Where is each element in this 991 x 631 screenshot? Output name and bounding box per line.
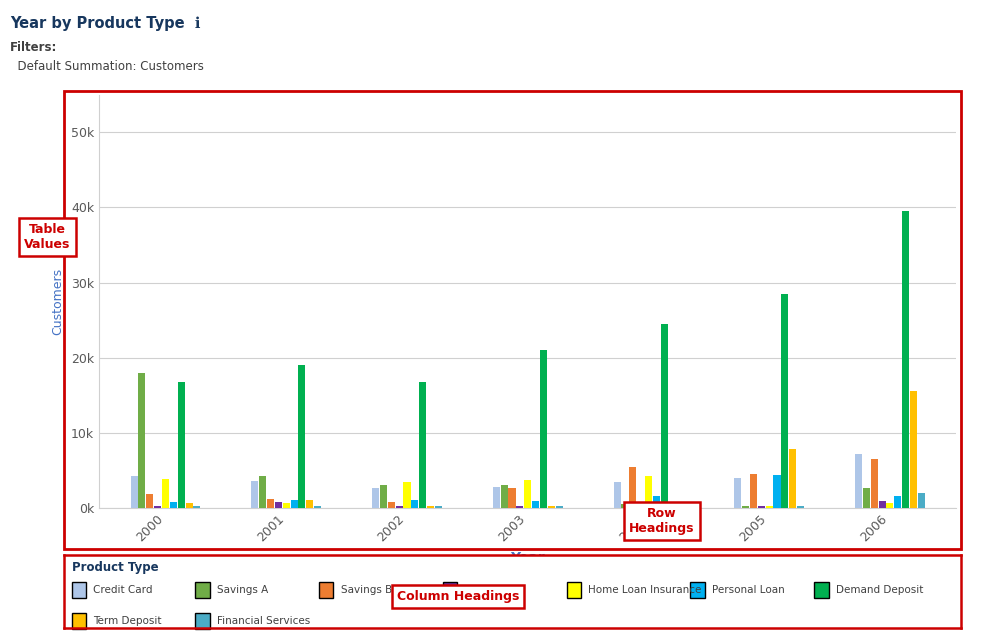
Text: Default Summation: Customers: Default Summation: Customers <box>10 60 204 73</box>
Bar <box>902 211 909 508</box>
Text: Term Deposit: Term Deposit <box>93 616 162 625</box>
Bar <box>789 449 796 508</box>
Bar <box>676 507 684 508</box>
Bar <box>419 382 426 508</box>
Bar <box>797 507 804 508</box>
Text: Column Headings: Column Headings <box>396 590 519 603</box>
Bar <box>306 500 313 508</box>
Bar <box>155 507 162 508</box>
Bar <box>131 476 138 508</box>
Bar <box>918 493 925 508</box>
FancyBboxPatch shape <box>195 613 210 628</box>
Bar <box>653 496 660 508</box>
Text: Savings A: Savings A <box>217 585 269 595</box>
Bar <box>147 495 154 508</box>
Bar <box>871 459 878 508</box>
Bar <box>863 488 870 508</box>
Bar <box>781 294 789 508</box>
Bar <box>298 365 305 508</box>
Bar <box>910 391 917 508</box>
Bar <box>395 507 402 508</box>
Bar <box>282 504 289 508</box>
Bar <box>177 382 184 508</box>
Bar <box>516 507 523 508</box>
FancyBboxPatch shape <box>71 582 86 598</box>
Text: Personal Loan: Personal Loan <box>712 585 785 595</box>
Bar <box>185 504 192 508</box>
Text: Credit Card: Credit Card <box>93 585 153 595</box>
FancyBboxPatch shape <box>691 582 705 598</box>
Bar <box>734 478 741 508</box>
Text: Financial Services: Financial Services <box>217 616 310 625</box>
FancyBboxPatch shape <box>443 582 457 598</box>
FancyBboxPatch shape <box>567 582 581 598</box>
Text: Table
Values: Table Values <box>25 223 70 251</box>
Bar <box>766 507 773 508</box>
Text: Demand Deposit: Demand Deposit <box>835 585 923 595</box>
Bar <box>435 507 442 508</box>
Text: Home Loan Insurance: Home Loan Insurance <box>589 585 702 595</box>
Bar <box>774 475 781 508</box>
Bar <box>540 350 547 508</box>
Bar <box>493 487 499 508</box>
FancyBboxPatch shape <box>815 582 828 598</box>
Text: Product Type: Product Type <box>71 561 159 574</box>
Bar <box>524 480 531 508</box>
Text: Row
Headings: Row Headings <box>629 507 695 534</box>
Bar <box>162 480 169 508</box>
Text: Savings: Savings <box>465 585 505 595</box>
Bar <box>500 485 507 508</box>
Bar <box>252 481 259 508</box>
Bar <box>629 468 636 508</box>
Bar <box>411 500 418 508</box>
Bar <box>275 502 281 508</box>
Bar <box>645 476 652 508</box>
FancyBboxPatch shape <box>71 613 86 628</box>
Bar <box>267 499 275 508</box>
FancyBboxPatch shape <box>319 582 334 598</box>
Bar <box>855 454 862 508</box>
Bar <box>372 488 380 508</box>
Bar <box>387 502 394 508</box>
Bar <box>169 502 176 508</box>
Bar <box>750 474 757 508</box>
Y-axis label: Customers: Customers <box>52 268 64 335</box>
Bar <box>380 485 386 508</box>
Bar <box>621 504 628 508</box>
Text: Filters:: Filters: <box>10 41 57 54</box>
Bar <box>886 504 894 508</box>
Bar <box>260 476 267 508</box>
Bar <box>758 507 765 508</box>
Bar <box>637 505 644 508</box>
Bar <box>661 324 668 508</box>
Bar <box>193 507 200 508</box>
Bar <box>669 507 676 508</box>
Bar <box>613 481 620 508</box>
Text: Savings B: Savings B <box>341 585 391 595</box>
Bar <box>532 501 539 508</box>
Bar <box>742 507 749 508</box>
X-axis label: Year: Year <box>510 551 545 565</box>
Bar <box>894 496 901 508</box>
Bar <box>427 507 434 508</box>
Bar <box>139 373 146 508</box>
Bar <box>314 507 321 508</box>
Bar <box>556 507 563 508</box>
Bar <box>548 507 555 508</box>
Bar <box>879 501 886 508</box>
Bar <box>403 481 410 508</box>
Bar <box>290 500 297 508</box>
Bar <box>508 488 515 508</box>
FancyBboxPatch shape <box>195 582 210 598</box>
Text: Year by Product Type  ℹ: Year by Product Type ℹ <box>10 16 200 31</box>
